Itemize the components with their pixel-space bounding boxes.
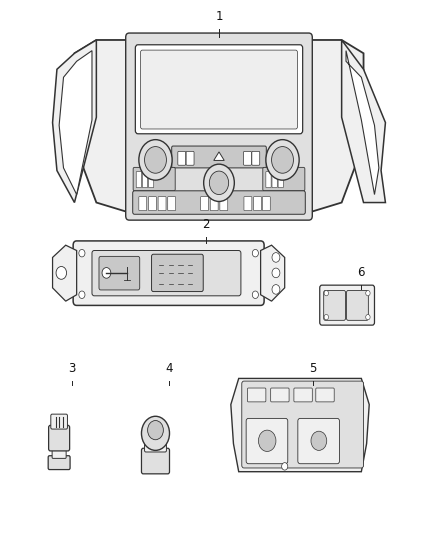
Text: 1: 1	[215, 10, 223, 23]
Circle shape	[204, 164, 234, 201]
FancyBboxPatch shape	[254, 197, 261, 211]
FancyBboxPatch shape	[148, 197, 156, 211]
FancyBboxPatch shape	[247, 388, 266, 402]
FancyBboxPatch shape	[141, 50, 297, 129]
PathPatch shape	[53, 40, 96, 203]
Circle shape	[282, 463, 288, 470]
Circle shape	[311, 431, 327, 450]
Text: 5: 5	[310, 362, 317, 375]
Circle shape	[272, 285, 280, 294]
FancyBboxPatch shape	[49, 425, 70, 451]
Circle shape	[148, 421, 163, 440]
Text: 6: 6	[357, 266, 365, 279]
FancyBboxPatch shape	[320, 285, 374, 325]
FancyBboxPatch shape	[201, 197, 208, 211]
Circle shape	[252, 249, 258, 257]
Circle shape	[56, 266, 67, 279]
FancyBboxPatch shape	[73, 241, 264, 305]
Circle shape	[79, 291, 85, 298]
FancyBboxPatch shape	[172, 146, 266, 168]
FancyBboxPatch shape	[178, 151, 186, 165]
PathPatch shape	[231, 378, 369, 472]
FancyBboxPatch shape	[92, 251, 241, 296]
FancyBboxPatch shape	[48, 456, 70, 470]
FancyBboxPatch shape	[158, 197, 166, 211]
Circle shape	[139, 140, 172, 180]
Circle shape	[141, 416, 170, 450]
Circle shape	[258, 430, 276, 451]
Circle shape	[324, 290, 328, 296]
FancyBboxPatch shape	[220, 197, 228, 211]
PathPatch shape	[59, 51, 92, 195]
FancyBboxPatch shape	[324, 290, 346, 320]
PathPatch shape	[346, 51, 379, 195]
Circle shape	[366, 314, 370, 320]
Circle shape	[324, 314, 328, 320]
FancyBboxPatch shape	[262, 197, 270, 211]
FancyBboxPatch shape	[272, 172, 277, 188]
PathPatch shape	[74, 40, 364, 216]
FancyBboxPatch shape	[126, 33, 312, 220]
PathPatch shape	[214, 152, 224, 160]
FancyBboxPatch shape	[244, 197, 252, 211]
FancyBboxPatch shape	[141, 448, 170, 474]
FancyBboxPatch shape	[136, 172, 141, 188]
FancyBboxPatch shape	[278, 172, 283, 188]
FancyBboxPatch shape	[51, 414, 67, 429]
FancyBboxPatch shape	[135, 45, 303, 134]
FancyBboxPatch shape	[242, 381, 364, 468]
FancyBboxPatch shape	[142, 172, 148, 188]
FancyBboxPatch shape	[263, 167, 305, 191]
FancyBboxPatch shape	[266, 172, 271, 188]
FancyBboxPatch shape	[133, 167, 175, 191]
FancyBboxPatch shape	[168, 197, 176, 211]
Circle shape	[79, 249, 85, 257]
FancyBboxPatch shape	[133, 191, 305, 214]
FancyBboxPatch shape	[148, 172, 154, 188]
Circle shape	[209, 171, 229, 195]
FancyBboxPatch shape	[52, 448, 66, 458]
PathPatch shape	[342, 40, 385, 203]
Text: 4: 4	[165, 362, 173, 375]
Circle shape	[266, 140, 299, 180]
PathPatch shape	[261, 245, 285, 301]
FancyBboxPatch shape	[246, 418, 288, 464]
FancyBboxPatch shape	[210, 197, 218, 211]
Circle shape	[272, 147, 293, 173]
FancyBboxPatch shape	[99, 256, 140, 290]
Circle shape	[366, 290, 370, 296]
Circle shape	[272, 268, 280, 278]
PathPatch shape	[53, 245, 77, 301]
Circle shape	[272, 253, 280, 262]
FancyBboxPatch shape	[244, 151, 251, 165]
Circle shape	[102, 268, 111, 278]
FancyBboxPatch shape	[298, 418, 339, 464]
FancyBboxPatch shape	[186, 151, 194, 165]
FancyBboxPatch shape	[145, 439, 166, 452]
FancyBboxPatch shape	[316, 388, 334, 402]
FancyBboxPatch shape	[139, 197, 147, 211]
FancyBboxPatch shape	[152, 254, 203, 292]
Text: 2: 2	[202, 218, 210, 231]
FancyBboxPatch shape	[346, 290, 368, 320]
Circle shape	[145, 147, 166, 173]
FancyBboxPatch shape	[294, 388, 312, 402]
Circle shape	[252, 291, 258, 298]
FancyBboxPatch shape	[252, 151, 260, 165]
Text: 3: 3	[69, 362, 76, 375]
FancyBboxPatch shape	[271, 388, 289, 402]
